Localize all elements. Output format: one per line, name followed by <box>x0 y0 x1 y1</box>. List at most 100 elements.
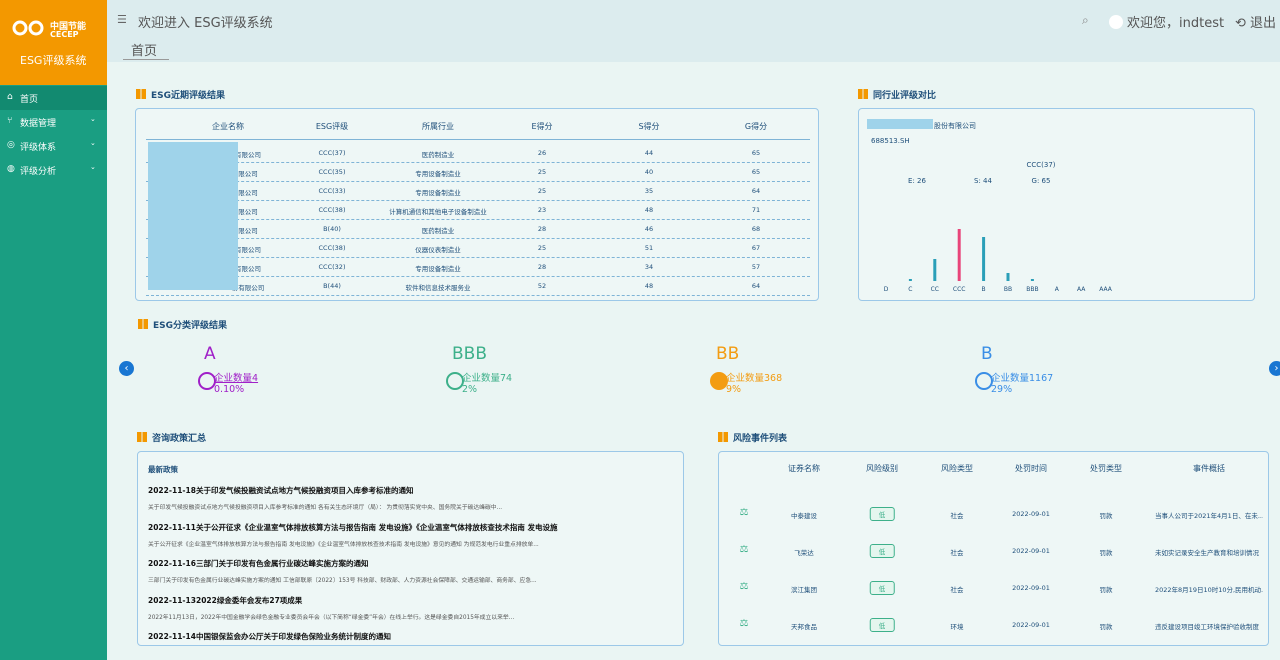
policy-snippet: 关于公开征求《企业温室气体排放核算方法与报告指南 发电设施》《企业温室气体排放核… <box>148 541 539 548</box>
column-header: 风险类型 <box>941 464 973 473</box>
cell: 64 <box>751 187 761 195</box>
system-name: ESG评级系统 <box>20 54 87 67</box>
policy-heading[interactable]: 2022-11-132022绿金委年会发布27项成果 <box>148 595 303 605</box>
cell: 天邦食品 <box>791 623 817 631</box>
x-tick-label: CC <box>931 286 939 293</box>
menu-icon[interactable]: ⌂ <box>7 92 13 102</box>
cell: 28 <box>537 225 547 233</box>
company-name: 有限公司 <box>235 151 261 159</box>
cell: 违反建设项目竣工环境保护验收制度 <box>1155 623 1259 631</box>
cell: 25 <box>537 168 547 176</box>
welcome: 欢迎您，indtest <box>1127 16 1225 31</box>
count-value: 368 <box>764 373 783 384</box>
menu-icon[interactable]: ⑂ <box>7 116 13 126</box>
cell: 68 <box>751 225 761 233</box>
column-header: 处罚时间 <box>1015 464 1047 473</box>
section-title: 同行业评级对比 <box>858 88 936 101</box>
policy-heading[interactable]: 2022-11-18关于印发气候投融资试点地方气候投融资项目入库参考标准的通知 <box>148 486 414 495</box>
cell: CCC(32) <box>318 263 346 271</box>
menu-toggle[interactable]: ☰ <box>117 13 127 26</box>
sidebar <box>0 0 107 660</box>
menu-text[interactable]: 评级分析 <box>20 167 57 177</box>
risk-level: 低 <box>869 618 895 632</box>
cell: 57 <box>751 263 761 271</box>
cell: 2022-09-01 <box>1012 547 1050 555</box>
menu-text[interactable]: 首页 <box>20 95 39 105</box>
risk-level: 低 <box>869 544 895 558</box>
grade: A <box>204 344 216 364</box>
policy-heading[interactable]: 2022-11-14中国银保监会办公厅关于印发绿色保险业务统计制度的通知 <box>148 632 391 642</box>
cell: 滨江集团 <box>791 586 817 594</box>
header: ☰ 欢迎进入 ESG评级系统 ⌕ 欢迎您，indtest ⟲ 退出 首页 <box>107 0 1280 62</box>
x-tick-label: BB <box>1004 286 1012 293</box>
next-button[interactable]: › <box>1269 361 1280 376</box>
cell: 中泰建设 <box>791 512 817 520</box>
cell: 46 <box>644 225 654 233</box>
row-line <box>146 257 810 258</box>
cell: B(40) <box>323 225 341 233</box>
menu-text[interactable]: 评级体系 <box>20 143 57 153</box>
policy-subtitle: 最新政策 <box>148 465 178 474</box>
cell: CCC(37) <box>318 149 346 157</box>
x-tick-label: AA <box>1077 286 1086 293</box>
x-tick-label: C <box>908 286 912 293</box>
menu-arrow[interactable]: ⌄ <box>90 115 96 123</box>
policy-snippet: 三部门关于印发有色金属行业碳达峰实施方案的通知 工信部联原〔2022〕153号 … <box>148 578 537 585</box>
cell: 当事人公司于2021年4月1日、在未... <box>1155 512 1263 520</box>
icon-shape <box>975 372 993 390</box>
company-name: 有限公司 <box>235 265 261 273</box>
cell: 28 <box>537 263 547 271</box>
menu-arrow[interactable]: ⌄ <box>90 139 96 147</box>
policy-panel: 最新政策 2022-11-18关于印发气候投融资试点地方气候投融资项目入库参考标准… <box>137 451 684 646</box>
prev-button[interactable]: ‹ <box>119 361 134 376</box>
risk-level: 低 <box>869 507 895 521</box>
company-name: 限公司 <box>238 227 258 235</box>
x-tick-label: CCC <box>953 286 966 293</box>
cell: CCC(33) <box>318 187 346 195</box>
count[interactable]: 企业数量368 <box>726 370 782 384</box>
bar <box>957 229 961 281</box>
menu-item[interactable]: ◍ 评级分析 ⌄ <box>0 158 107 182</box>
menu-item[interactable]: ⌂ 首页 <box>0 86 107 110</box>
cell: 48 <box>644 282 654 290</box>
logo: 中国节能 CECEP ESG评级系统 <box>0 0 107 85</box>
redaction <box>148 142 238 290</box>
cell: CCC(38) <box>318 244 346 252</box>
column-header: 事件概括 <box>1193 464 1225 473</box>
policy-snippet: 2022年11月13日，2022年中国金融学会绿色金融专业委员会年会（以下简称“… <box>148 614 515 621</box>
cell: 未如实记录安全生产教育和培训情况 <box>1155 549 1259 557</box>
cell: 23 <box>537 206 547 214</box>
column-header: 处罚类型 <box>1090 464 1122 473</box>
count[interactable]: 企业数量1167 <box>991 370 1053 384</box>
logout[interactable]: ⟲ 退出 <box>1235 16 1277 31</box>
count-label: 企业数量 <box>991 373 1030 384</box>
section-title: ESG近期评级结果 <box>136 88 225 101</box>
column-header: ESG评级 <box>315 122 349 131</box>
cell: 医药制造业 <box>421 227 455 235</box>
header-title: 欢迎进入 ESG评级系统 <box>138 16 273 31</box>
policy-heading[interactable]: 2022-11-11关于公开征求《企业温室气体排放核算方法与报告指南 发电设施》… <box>148 522 558 532</box>
menu-icon[interactable]: ◍ <box>7 164 15 174</box>
cell: 51 <box>644 244 654 252</box>
menu-icon[interactable]: ◎ <box>7 140 15 150</box>
search-icon[interactable]: ⌕ <box>1082 13 1089 27</box>
count[interactable]: 企业数量74 <box>462 370 512 384</box>
menu-text[interactable]: 数据管理 <box>20 119 57 129</box>
bar <box>1030 279 1034 281</box>
tab[interactable]: 首页 <box>123 40 169 60</box>
menu-item[interactable]: ⑂ 数据管理 ⌄ <box>0 110 107 134</box>
menu-item[interactable]: ◎ 评级体系 ⌄ <box>0 134 107 158</box>
policy-heading[interactable]: 2022-11-16三部门关于印发有色金属行业碳达峰实施方案的通知 <box>148 559 369 569</box>
grade-icon <box>198 372 216 390</box>
menu-arrow[interactable]: ⌄ <box>90 163 96 171</box>
cell: 社会 <box>950 586 964 594</box>
count[interactable]: 企业数量4 <box>214 370 258 384</box>
cell: CCC(35) <box>318 168 346 176</box>
cell: 2022-09-01 <box>1012 584 1050 592</box>
cell: 34 <box>644 263 654 271</box>
cell: 44 <box>644 149 654 157</box>
column-header: 企业名称 <box>212 122 244 131</box>
logout-text[interactable]: 退出 <box>1250 16 1277 31</box>
count-value: 4 <box>252 373 259 384</box>
